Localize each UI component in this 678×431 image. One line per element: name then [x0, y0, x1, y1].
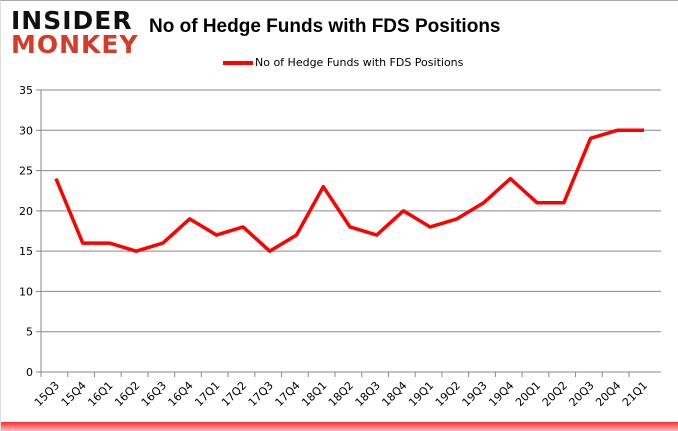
x-tick-label: 18Q2 [326, 379, 356, 409]
y-tick-label: 5 [26, 326, 33, 339]
y-tick-label: 15 [19, 245, 33, 258]
x-tick-label: 19Q4 [486, 379, 516, 409]
legend: No of Hedge Funds with FDS Positions [223, 56, 463, 69]
logo-line2: MONKEY [11, 30, 139, 59]
y-tick-label: 10 [19, 285, 33, 298]
x-tick-label: 15Q3 [32, 379, 62, 409]
y-tick-label: 30 [19, 124, 33, 137]
x-tick-label: 18Q3 [353, 379, 383, 409]
x-tick-label: 16Q1 [85, 379, 115, 409]
legend-swatch [223, 60, 253, 65]
x-tick-label: 16Q4 [166, 379, 196, 409]
x-tick-label: 15Q4 [59, 379, 89, 409]
x-tick-label: 18Q1 [299, 379, 329, 409]
x-tick-label: 20Q4 [593, 379, 623, 409]
y-tick-label: 35 [19, 84, 33, 97]
x-tick-label: 21Q1 [620, 379, 650, 409]
insider-monkey-logo: INSIDER MONKEY [11, 6, 139, 59]
x-tick-label: 17Q3 [246, 379, 276, 409]
x-tick-label: 19Q1 [406, 379, 436, 409]
x-tick-label: 20Q3 [567, 379, 597, 409]
y-tick-label: 20 [19, 205, 33, 218]
series-line [54, 128, 644, 253]
y-tick-label: 25 [19, 165, 33, 178]
logo-line1: INSIDER [11, 6, 133, 35]
x-tick-label: 20Q2 [540, 379, 570, 409]
x-tick-label: 16Q3 [139, 379, 169, 409]
chart-title: No of Hedge Funds with FDS Positions [149, 16, 501, 37]
x-tick-label: 19Q2 [433, 379, 463, 409]
x-tick-label: 20Q1 [513, 379, 543, 409]
x-tick-label: 19Q3 [460, 379, 490, 409]
x-tick-label: 18Q4 [379, 379, 409, 409]
y-tick-label: 0 [26, 366, 33, 379]
bottom-accent-bar [1, 422, 678, 431]
x-tick-label: 17Q2 [219, 379, 249, 409]
x-tick-label: 17Q4 [273, 379, 303, 409]
legend-label: No of Hedge Funds with FDS Positions [255, 56, 464, 69]
x-tick-label: 17Q1 [192, 379, 222, 409]
x-tick-label: 16Q2 [112, 379, 142, 409]
